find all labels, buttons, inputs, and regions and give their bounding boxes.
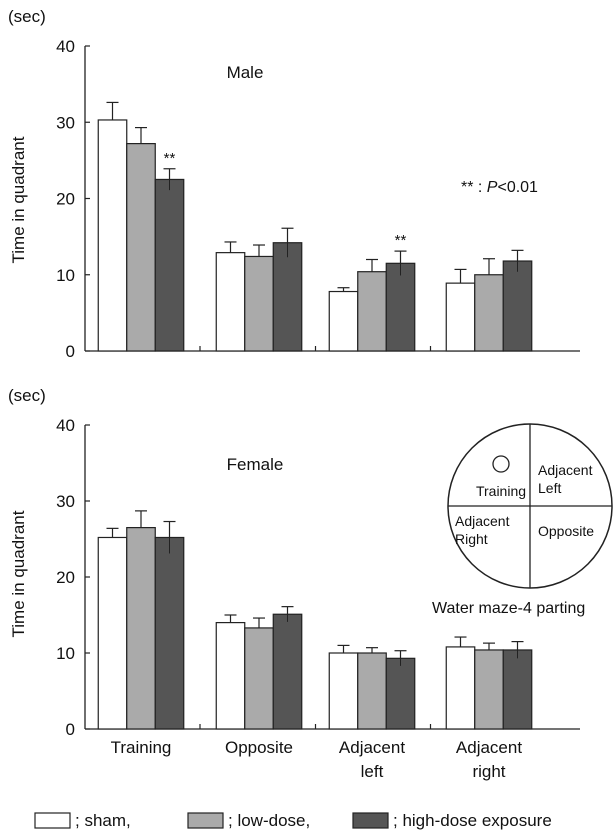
bar-high-dose-exposure-adjacent-left: [385, 262, 416, 352]
bar-high-dose-exposure-opposite: [272, 613, 303, 730]
bar-sham-training: [97, 536, 128, 730]
quadrant-adjacent-left-line1: Adjacent: [538, 462, 593, 478]
x-tick-label: Adjacent: [456, 738, 522, 757]
y-unit-label: (sec): [8, 386, 46, 405]
maze-caption: Water maze-4 parting: [432, 600, 585, 617]
bar-low-dose-adjacent-left: [357, 652, 387, 730]
bar-low-dose-adjacent-right: [474, 274, 504, 352]
bar-high-dose-exposure-adjacent-right: [502, 649, 533, 730]
bar-sham-adjacent-right: [445, 282, 476, 352]
bar-high-dose-exposure-training: [154, 178, 185, 352]
p-note-italic: P: [487, 179, 498, 196]
bar-sham-opposite: [215, 252, 246, 352]
y-tick-label: 0: [66, 342, 75, 361]
y-tick-label: 40: [56, 37, 75, 56]
p-value-note: ** : P<0.01: [461, 179, 538, 196]
water-maze-diagram: Adjacent Left Training Adjacent Right Op…: [432, 423, 613, 617]
quadrant-adjacent-left-line2: Left: [538, 480, 561, 496]
x-tick-label: right: [472, 762, 505, 781]
y-unit-label: (sec): [8, 7, 46, 26]
p-note-prefix: ** :: [461, 179, 487, 196]
y-axis-label: Time in quadrant: [9, 136, 28, 263]
platform-marker-icon: [492, 455, 510, 473]
y-tick-label: 30: [56, 492, 75, 511]
bar-sham-opposite: [215, 621, 246, 730]
p-note-suffix: <0.01: [497, 179, 538, 196]
legend-swatch-low-dose: [187, 812, 224, 829]
bar-high-dose-exposure-training: [154, 536, 185, 730]
legend-swatch-high-dose: [352, 812, 389, 829]
quadrant-opposite: Opposite: [538, 523, 594, 539]
panel-label: Female: [227, 455, 284, 474]
x-tick-label: left: [361, 762, 384, 781]
y-tick-label: 10: [56, 266, 75, 285]
legend-label-sham: ; sham,: [75, 811, 131, 830]
quadrant-adjacent-right-line1: Adjacent: [455, 513, 510, 529]
y-axis-label: Time in quadrant: [9, 510, 28, 637]
bar-high-dose-exposure-adjacent-left: [385, 657, 416, 730]
y-tick-label: 10: [56, 644, 75, 663]
legend-swatch-sham: [34, 812, 71, 829]
significance-marker: **: [164, 150, 176, 167]
bar-high-dose-exposure-adjacent-right: [502, 260, 533, 352]
male-panel: 0 10 20 30 40 (sec) Time in quadrant Male ** ** **…: [8, 7, 580, 361]
bar-low-dose-opposite: [244, 627, 274, 730]
y-tick-label: 20: [56, 568, 75, 587]
bar-low-dose-training: [126, 526, 156, 730]
x-tick-label: Training: [111, 738, 172, 757]
bar-sham-adjacent-right: [445, 646, 476, 730]
bar-low-dose-adjacent-right: [474, 649, 504, 730]
panel-label: Male: [227, 63, 264, 82]
female-panel: 0 10 20 30 40 (sec) Time in quadrant Female Trai…: [8, 386, 580, 781]
y-tick-label: 20: [56, 190, 75, 209]
quadrant-adjacent-right-line2: Right: [455, 531, 488, 547]
legend-label-high-dose: ; high-dose exposure: [393, 811, 552, 830]
bar-sham-adjacent-left: [328, 290, 359, 352]
bar-low-dose-opposite: [244, 255, 274, 352]
x-tick-label: Adjacent: [339, 738, 405, 757]
bar-sham-adjacent-left: [328, 652, 359, 730]
bar-high-dose-exposure-opposite: [272, 242, 303, 352]
bar-low-dose-training: [126, 143, 156, 352]
bar-sham-training: [97, 119, 128, 352]
legend: ; sham, ; low-dose, ; high-dose exposure: [34, 811, 552, 830]
y-tick-label: 30: [56, 113, 75, 132]
y-tick-label: 40: [56, 416, 75, 435]
significance-marker: **: [395, 232, 407, 249]
x-tick-label: Opposite: [225, 738, 293, 757]
y-tick-label: 0: [66, 720, 75, 739]
legend-label-low-dose: ; low-dose,: [228, 811, 310, 830]
quadrant-training: Training: [476, 483, 526, 499]
bar-low-dose-adjacent-left: [357, 271, 387, 352]
